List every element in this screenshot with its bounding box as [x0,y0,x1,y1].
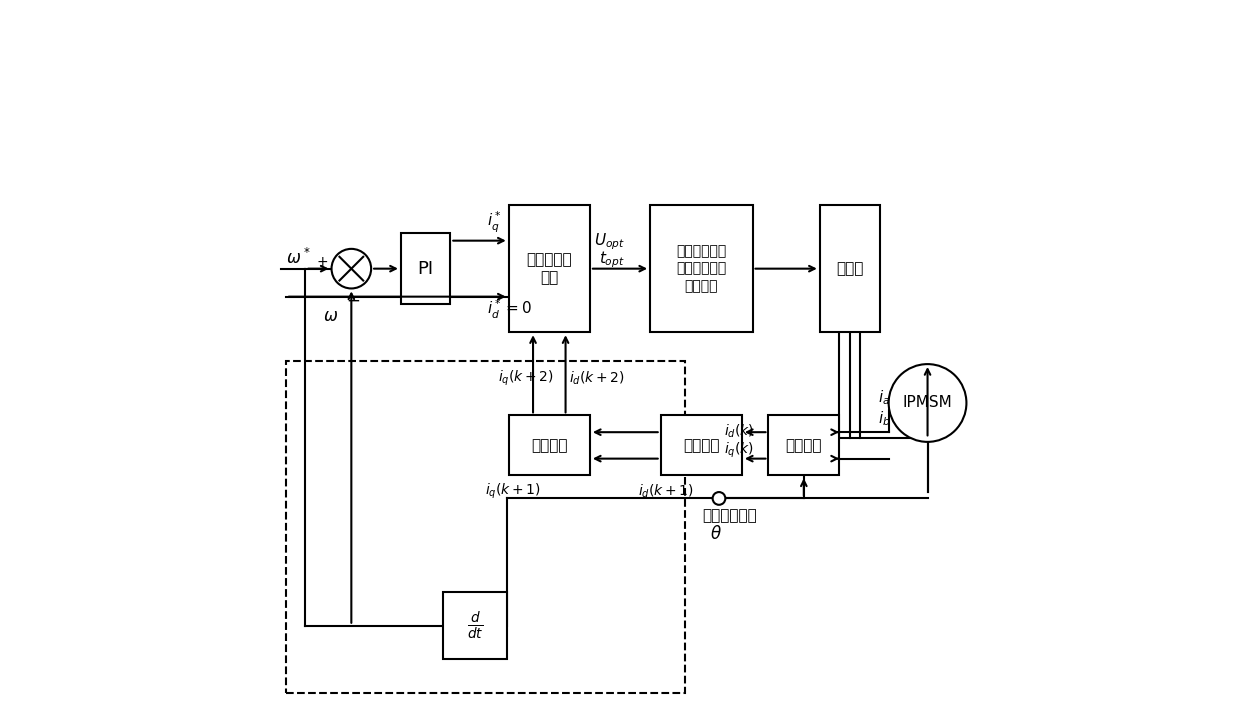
Text: $i_d(k+2)$: $i_d(k+2)$ [569,370,625,387]
Text: $t_{opt}$: $t_{opt}$ [599,249,625,270]
Bar [508,415,590,475]
Bar [508,205,590,332]
Text: $i_q^*$: $i_q^*$ [487,210,502,235]
Text: 电流预测: 电流预测 [531,438,568,453]
Text: $i_a$: $i_a$ [878,388,890,407]
Text: $i_d^*=0$: $i_d^*=0$ [487,298,532,321]
Text: $i_d(k)$: $i_d(k)$ [724,423,754,440]
Text: $i_q(k)$: $i_q(k)$ [724,440,754,460]
Text: 滞后补偿: 滞后补偿 [683,438,719,453]
Text: $\theta$: $\theta$ [709,525,722,543]
Text: −: − [346,292,361,310]
Text: $i_q(k+1)$: $i_q(k+1)$ [485,481,541,501]
Text: PI: PI [418,259,434,278]
Circle shape [331,249,371,288]
Text: IPMSM: IPMSM [903,395,952,411]
Text: $\omega^*$: $\omega^*$ [286,248,311,268]
Text: $i_b$: $i_b$ [878,409,890,428]
Text: $i_d(k+1)$: $i_d(k+1)$ [639,483,694,500]
Text: $i_q(k+2)$: $i_q(k+2)$ [498,368,554,388]
Bar [650,205,753,332]
Text: 最小化代价
函数: 最小化代价 函数 [527,252,572,286]
Circle shape [889,364,966,442]
Bar [769,415,839,475]
Circle shape [713,492,725,505]
Bar [820,205,880,332]
Text: 逆变器: 逆变器 [836,261,863,276]
Text: $U_{opt}$: $U_{opt}$ [594,231,625,252]
Bar [401,233,450,304]
Text: $\frac{d}{dt}$: $\frac{d}{dt}$ [466,609,484,642]
Text: 选择零电压矢
量作为第二个
电压矢量: 选择零电压矢 量作为第二个 电压矢量 [676,245,727,293]
Bar [443,592,507,659]
Text: 模型预测控制: 模型预测控制 [702,508,756,524]
Text: $\omega$: $\omega$ [324,307,339,325]
Text: +: + [316,255,329,269]
Bar [286,361,686,693]
Bar [661,415,742,475]
Text: 坐标变换: 坐标变换 [786,438,822,453]
